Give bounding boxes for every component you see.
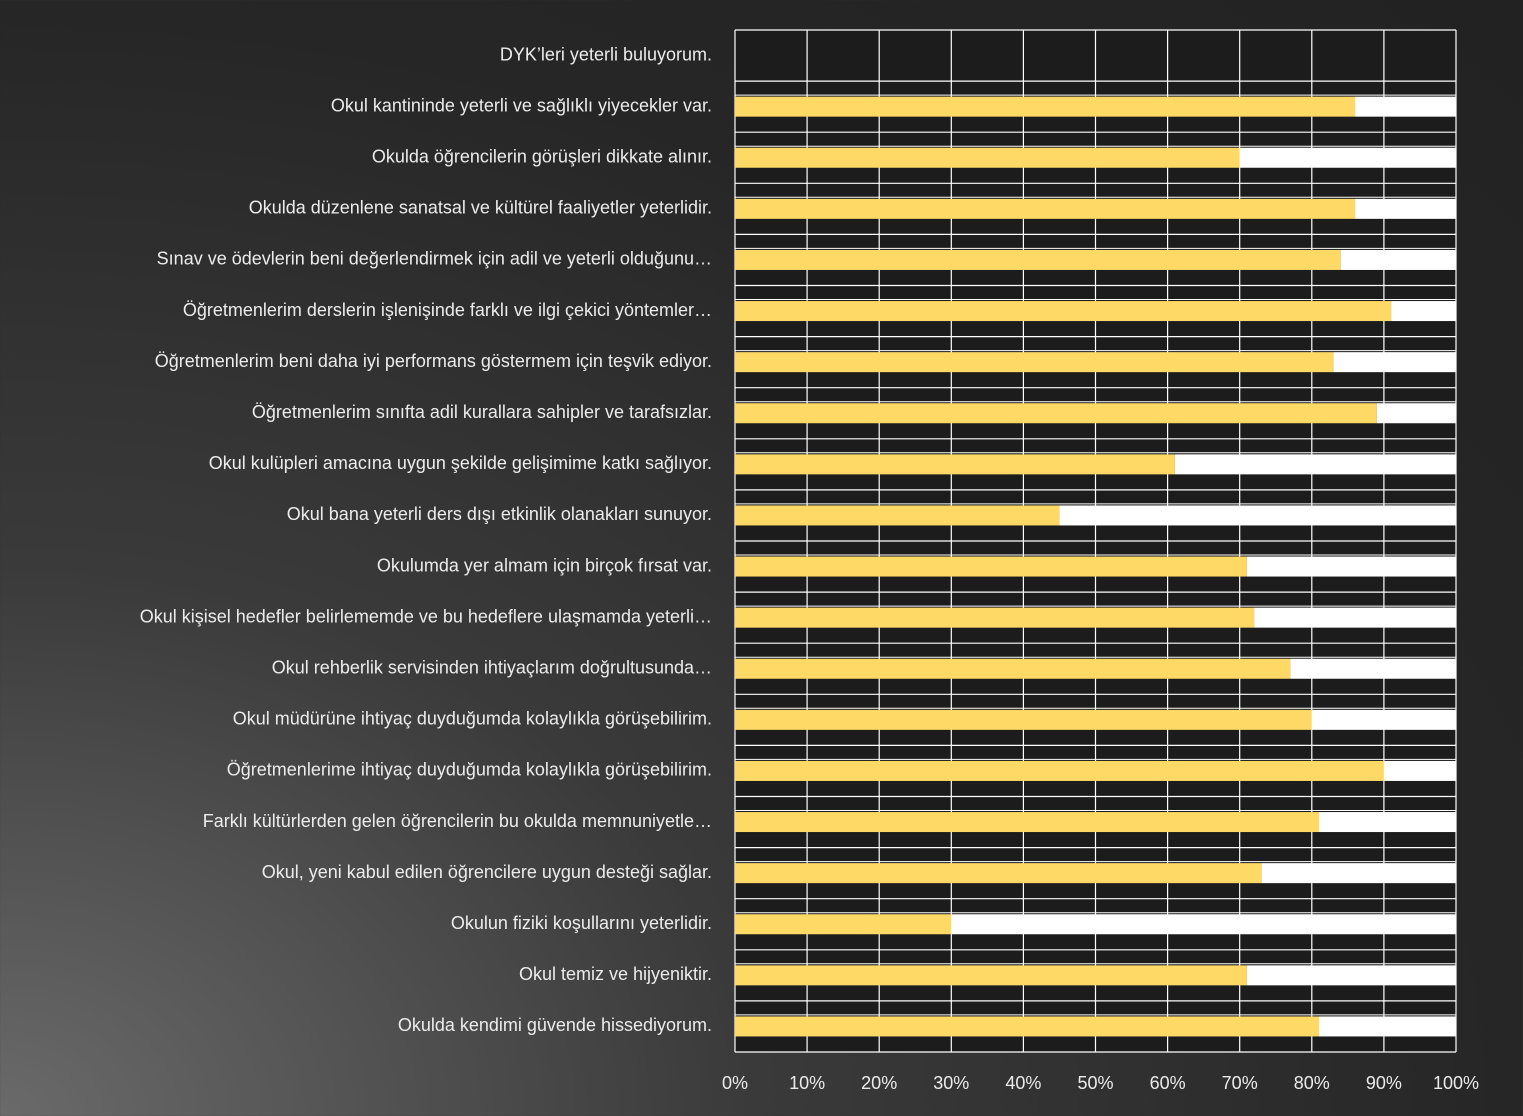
bar-segment [1355, 198, 1456, 219]
y-tick-label: Okulumda yer almam için birçok fırsat va… [377, 555, 712, 575]
bar-segment [1376, 403, 1456, 424]
bar-segment [735, 403, 1377, 424]
bar-segment [1391, 301, 1456, 322]
bar-segment [735, 1016, 1320, 1037]
y-tick-label: Okulda kendimi güvende hissediyorum. [398, 1015, 712, 1035]
bar-segment [735, 760, 1384, 781]
bar-segment [1311, 709, 1456, 730]
y-tick-label: Öğretmenlerime ihtiyaç duyduğumda kolayl… [227, 760, 712, 780]
bar-segment [735, 249, 1341, 270]
x-tick-label: 90% [1366, 1073, 1402, 1093]
x-tick-label: 60% [1150, 1073, 1186, 1093]
bar-segment [1261, 863, 1456, 884]
y-tick-label: Okulda düzenlene sanatsal ve kültürel fa… [249, 198, 712, 218]
bar-segment [1059, 505, 1456, 526]
y-tick-label: Okul, yeni kabul edilen öğrencilere uygu… [262, 862, 712, 882]
y-tick-label: Okul kantininde yeterli ve sağlıklı yiye… [331, 95, 712, 115]
y-tick-label: Farklı kültürlerden gelen öğrencilerin b… [203, 811, 712, 831]
bar-segment [1319, 1016, 1456, 1037]
x-tick-label: 50% [1077, 1073, 1113, 1093]
bar-segment [735, 914, 952, 935]
bar-segment [735, 965, 1247, 986]
x-tick-label: 0% [722, 1073, 748, 1093]
y-tick-label: Okul kulüpleri amacına uygun şekilde gel… [209, 453, 712, 473]
x-tick-label: 30% [933, 1073, 969, 1093]
bar-segment [1290, 658, 1456, 679]
x-tick-label: 40% [1005, 1073, 1041, 1093]
bar-segment [1254, 607, 1456, 628]
bar-segment [735, 505, 1060, 526]
x-tick-label: 70% [1222, 1073, 1258, 1093]
bar-segment [735, 454, 1175, 475]
y-tick-label: Okul bana yeterli ders dışı etkinlik ola… [287, 504, 712, 524]
bar-segment [1319, 812, 1456, 833]
bar-segment [1246, 556, 1456, 577]
y-tick-label: Okul temiz ve hijyeniktir. [519, 964, 712, 984]
y-tick-label: Okul kişisel hedefler belirlememde ve bu… [140, 606, 712, 626]
bar-segment [1333, 352, 1456, 373]
y-tick-label: DYK’leri yeterli buluyorum. [500, 44, 712, 64]
bar-segment [735, 709, 1312, 730]
y-tick-label: Sınav ve ödevlerin beni değerlendirmek i… [157, 249, 712, 269]
bar-segment [735, 556, 1247, 577]
x-tick-label: 20% [861, 1073, 897, 1093]
bar-segment [735, 863, 1262, 884]
bar-segment [735, 301, 1392, 322]
bar-segment [735, 812, 1320, 833]
y-tick-label: Öğretmenlerim beni daha iyi performans g… [155, 351, 712, 371]
y-tick-label: Öğretmenlerim derslerin işlenişinde fark… [183, 300, 712, 320]
x-tick-label: 80% [1294, 1073, 1330, 1093]
bar-segment [735, 147, 1240, 168]
bar-segment [951, 914, 1456, 935]
bar-segment [1239, 147, 1456, 168]
x-tick-label: 100% [1433, 1073, 1479, 1093]
y-tick-label: Öğretmenlerim sınıfta adil kurallara sah… [252, 402, 712, 422]
bar-segment [1355, 96, 1456, 117]
bar-segment [735, 607, 1255, 628]
y-tick-label: Okulun fiziki koşullarını yeterlidir. [451, 913, 712, 933]
bar-segment [735, 96, 1356, 117]
y-tick-label: Okul rehberlik servisinden ihtiyaçlarım … [272, 658, 712, 678]
bar-segment [1383, 760, 1456, 781]
y-tick-label: Okul müdürüne ihtiyaç duyduğumda kolaylı… [233, 709, 712, 729]
bar-segment [1340, 249, 1456, 270]
x-tick-label: 10% [789, 1073, 825, 1093]
bar-segment [735, 198, 1356, 219]
bar-segment [1174, 454, 1456, 475]
bar-segment [735, 658, 1291, 679]
bar-segment [1246, 965, 1456, 986]
bar-segment [735, 352, 1334, 373]
y-tick-label: Okulda öğrencilerin görüşleri dikkate al… [372, 147, 712, 167]
